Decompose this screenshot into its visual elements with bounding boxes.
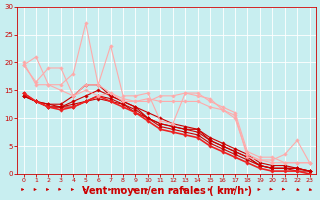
X-axis label: Vent moyen/en rafales ( km/h ): Vent moyen/en rafales ( km/h ) xyxy=(82,186,252,196)
